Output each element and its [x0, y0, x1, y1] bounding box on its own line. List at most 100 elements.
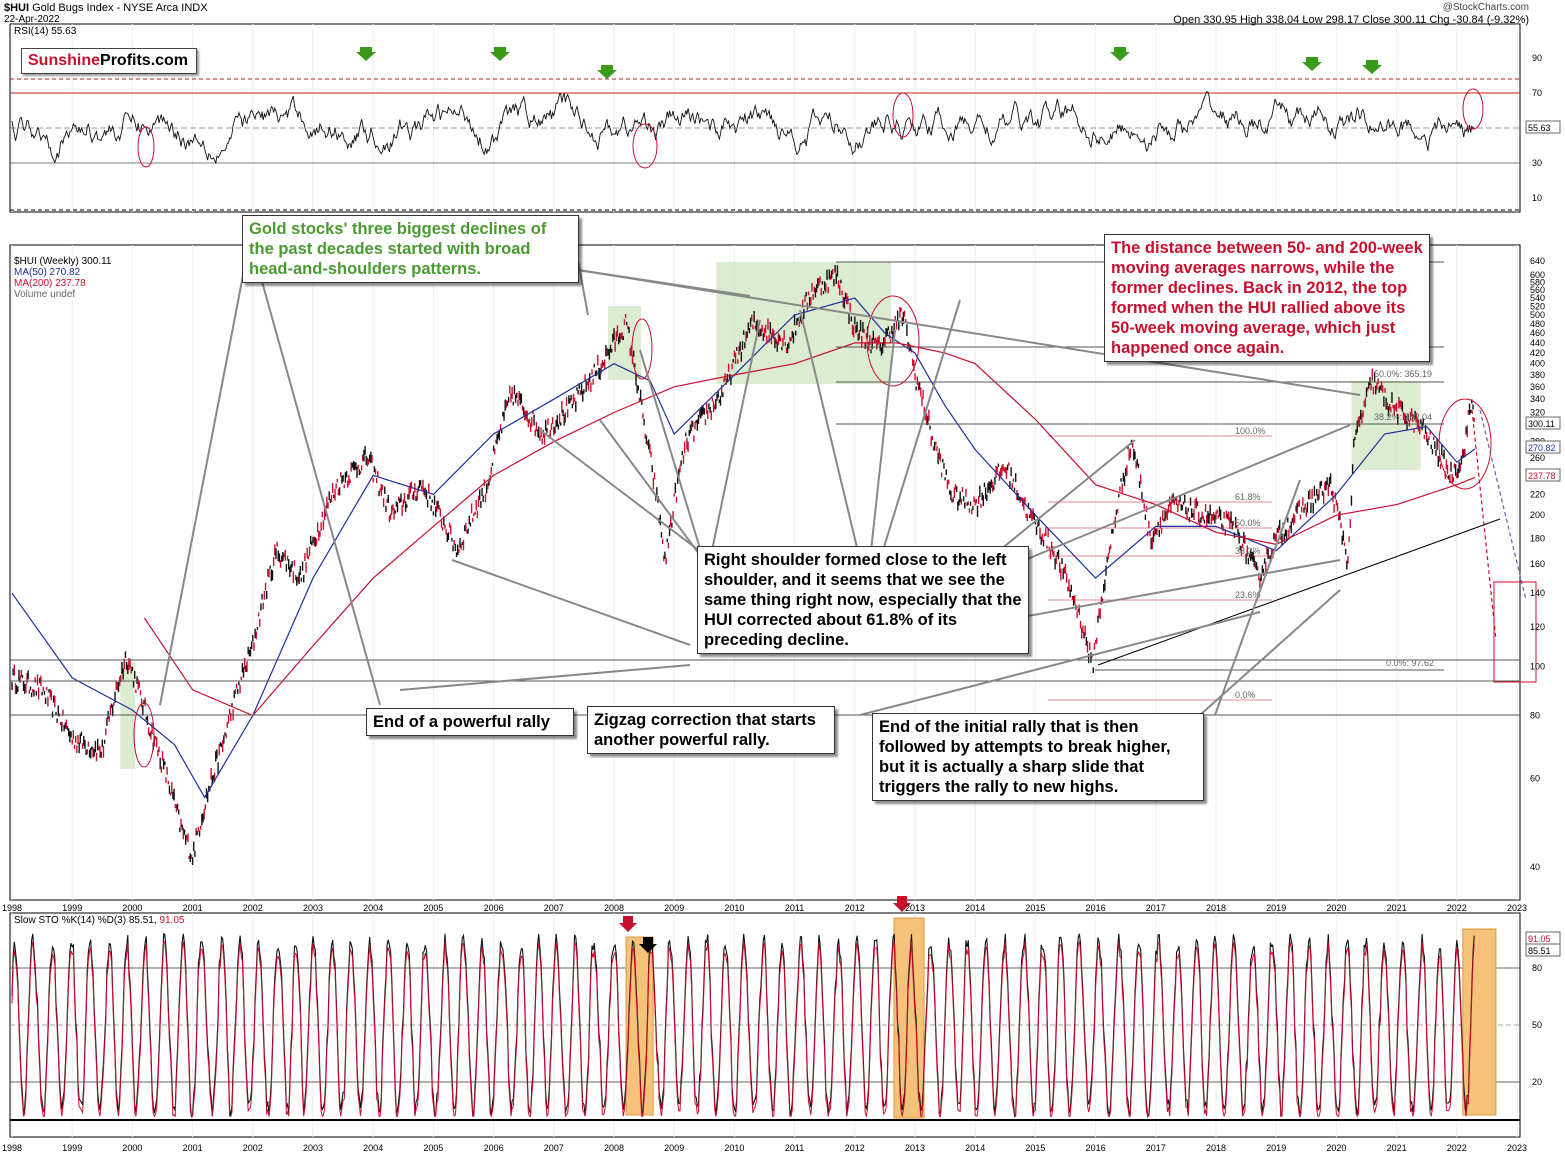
year-tick-label: 2023 [1507, 1143, 1527, 1153]
price-tick-label: 460 [1530, 328, 1545, 338]
year-tick-label: 2005 [423, 903, 443, 913]
callout-line [399, 664, 691, 691]
legend-hui: $HUI (Weekly) 300.11 [14, 256, 112, 267]
fib-label-right: 0.0%: 97.62 [1386, 658, 1434, 668]
price-tick-label: 60 [1530, 773, 1540, 783]
highlight-ellipse [137, 126, 155, 168]
year-tick-label: 1998 [2, 903, 22, 913]
green-down-arrow [1302, 57, 1322, 71]
note-initial-rally: End of the initial rally that is then fo… [872, 713, 1204, 801]
callout-line [577, 269, 1361, 396]
note-zigzag: Zigzag correction that starts another po… [587, 706, 835, 754]
sto-highlight-zone [893, 917, 925, 1119]
rsi-panel-frame [9, 23, 1521, 213]
hs-pattern-zone [607, 306, 642, 380]
sto-tick-label: 50 [1532, 1020, 1542, 1030]
fib-label: 50.0% [1235, 518, 1261, 528]
green-down-arrow [490, 47, 510, 61]
year-tick-label: 2022 [1447, 903, 1467, 913]
price-tick-label: 400 [1530, 359, 1545, 369]
year-tick-label: 2009 [664, 1143, 684, 1153]
year-tick-label: 2022 [1447, 1143, 1467, 1153]
symbol: $HUI [4, 2, 30, 14]
highlight-ellipse [631, 318, 653, 380]
green-down-arrow [1362, 60, 1382, 74]
quote-line: Open 330.95 High 338.04 Low 298.17 Close… [1173, 14, 1529, 26]
year-tick-label: 2018 [1206, 903, 1226, 913]
note-head-shoulders: Gold stocks' three biggest declines of t… [242, 215, 579, 283]
highlight-ellipse [1462, 88, 1484, 130]
year-tick-label: 2006 [484, 903, 504, 913]
callout-line [869, 329, 896, 561]
hs-pattern-zone [1351, 381, 1421, 470]
highlight-ellipse [892, 92, 914, 138]
year-tick-label: 2008 [604, 1143, 624, 1153]
year-tick-label: 2017 [1146, 903, 1166, 913]
price-tick-label: 560 [1530, 285, 1545, 295]
callout-line [599, 419, 706, 563]
year-tick-label: 2010 [724, 903, 744, 913]
price-tick-label: 260 [1530, 453, 1545, 463]
rsi-tick-label: 10 [1532, 193, 1542, 203]
axis-value-text: 85.51 [1528, 946, 1551, 956]
chart-date: 22-Apr-2022 [4, 14, 60, 25]
year-tick-label: 2016 [1086, 903, 1106, 913]
year-tick-label: 2013 [905, 903, 925, 913]
callout-line [639, 349, 706, 566]
sto-highlight-zone [1462, 928, 1497, 1116]
red-down-arrow [893, 896, 911, 912]
year-tick-label: 2019 [1266, 903, 1286, 913]
fib-label-right: 38.2%: 302.04 [1374, 412, 1432, 422]
price-tick-label: 340 [1530, 394, 1545, 404]
legend-ma50: MA(50) 270.82 [14, 267, 81, 278]
callout-line [709, 319, 761, 561]
green-down-arrow [597, 65, 617, 79]
callout-line [159, 259, 247, 706]
highlight-ellipse [866, 295, 920, 387]
year-tick-label: 2002 [243, 903, 263, 913]
trend-line [1097, 518, 1501, 666]
axis-value-box [1525, 943, 1561, 957]
price-tick-label: 180 [1530, 533, 1545, 543]
year-tick-label: 2007 [544, 1143, 564, 1153]
year-tick-label: 2016 [1086, 1143, 1106, 1153]
callout-line [1214, 479, 1301, 716]
price-panel-frame [9, 244, 1521, 901]
symbol-title: $HUI Gold Bugs Index - NYSE Arca INDX [4, 2, 208, 14]
price-tick-label: 440 [1530, 338, 1545, 348]
rsi-tick-label: 90 [1532, 53, 1542, 63]
fib-label: 38.2% [1235, 546, 1261, 556]
year-tick-label: 2015 [1025, 1143, 1045, 1153]
year-tick-label: 1998 [2, 1143, 22, 1153]
callout-line [255, 259, 381, 706]
year-tick-label: 2004 [363, 903, 383, 913]
note-end-of-rally: End of a powerful rally [366, 708, 574, 736]
projection-line [1479, 409, 1527, 601]
sto-tick-label: 20 [1532, 1077, 1542, 1087]
year-tick-label: 2003 [303, 1143, 323, 1153]
highlight-ellipse [133, 702, 155, 768]
sto-label: Slow STO %K(14) %D(3) 85.51, 91.05 [14, 915, 184, 926]
sunshine-profits-logo: SunshineProfits.com [21, 48, 197, 74]
sto-label-text: Slow STO %K(14) %D(3) 85.51, [14, 915, 160, 926]
rsi-line [11, 91, 1475, 165]
sto-d-line [11, 940, 1475, 1119]
note-right-shoulder: Right shoulder formed close to the left … [697, 546, 1029, 654]
red-down-arrow [619, 916, 637, 932]
callout-line [879, 299, 961, 561]
green-down-arrow [356, 47, 376, 61]
axis-value-text: 55.63 [1528, 123, 1551, 133]
green-down-arrow [1110, 47, 1130, 61]
price-legend: $HUI (Weekly) 300.11 MA(50) 270.82 MA(20… [14, 256, 111, 300]
year-tick-label: 2008 [604, 903, 624, 913]
year-tick-label: 2021 [1387, 1143, 1407, 1153]
year-tick-label: 2006 [484, 1143, 504, 1153]
year-tick-label: 2014 [965, 903, 985, 913]
price-tick-label: 220 [1530, 489, 1545, 499]
logo-part2: Profits.com [100, 52, 189, 69]
price-tick-label: 540 [1530, 293, 1545, 303]
year-tick-label: 1999 [62, 1143, 82, 1153]
callout-line [799, 309, 861, 561]
year-tick-label: 2000 [122, 903, 142, 913]
price-tick-label: 40 [1530, 862, 1540, 872]
